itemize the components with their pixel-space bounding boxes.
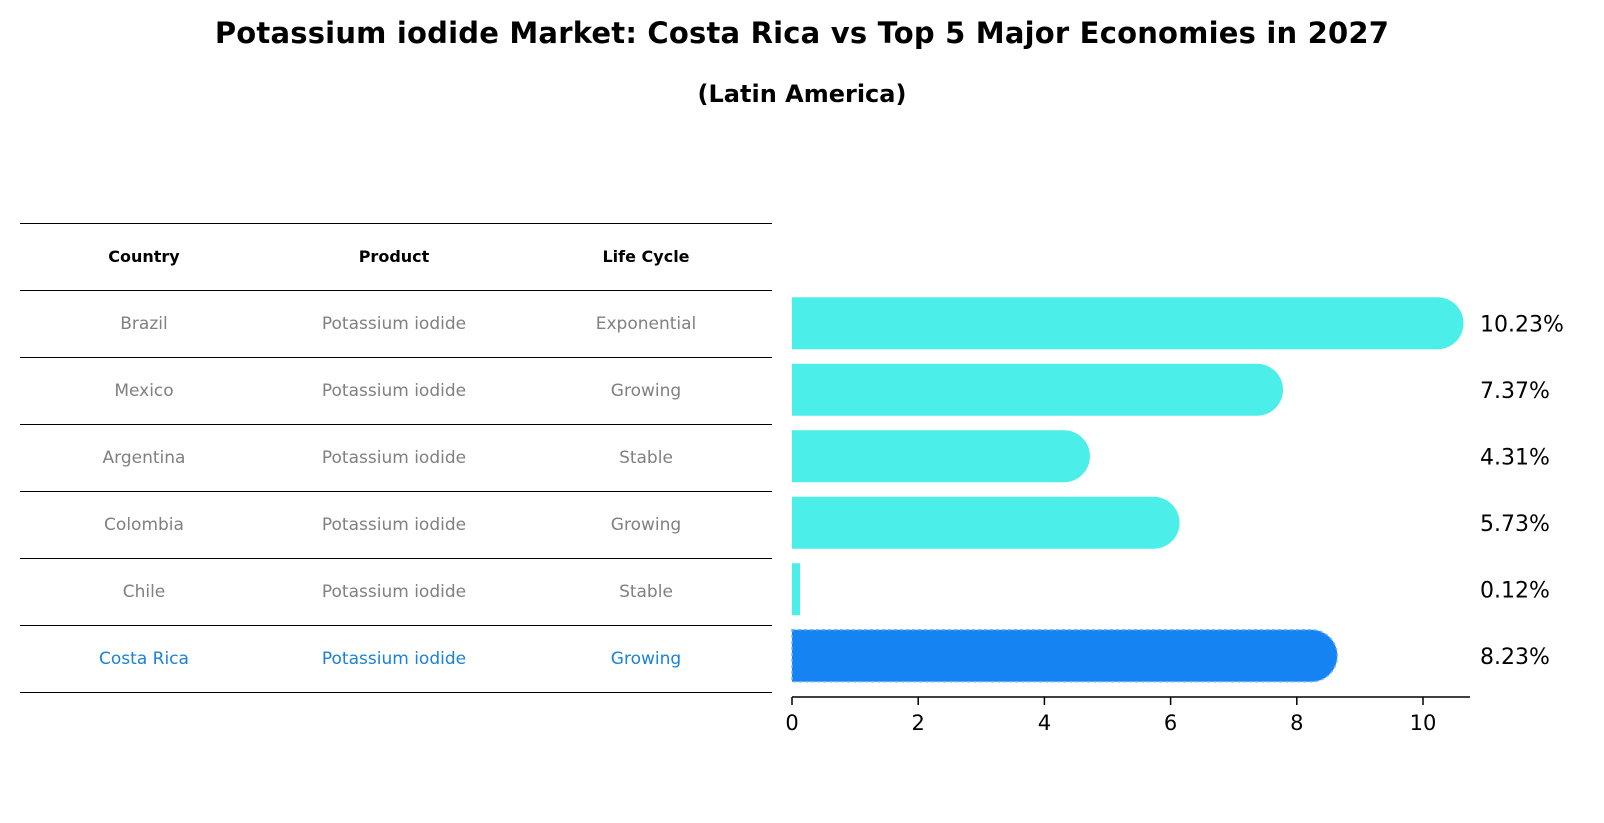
cell-country: Mexico (114, 381, 174, 401)
cell-life-cycle: Growing (610, 649, 682, 669)
cell-life-cycle: Growing (610, 515, 682, 535)
cell-product: Potassium iodide (321, 381, 467, 401)
table-header-row: Country Product Life Cycle (20, 223, 772, 291)
cell-product: Potassium iodide (321, 515, 467, 535)
value-labels-layer: 10.23% 7.37% 4.31% 5.73% 0.12% 8.23% (1480, 312, 1564, 670)
x-tick-label: 2 (912, 711, 925, 735)
x-axis: 0 2 4 6 8 10 (785, 696, 1470, 735)
data-table: Country Product Life Cycle Brazil Potass… (20, 223, 772, 693)
bar-brazil (792, 297, 1464, 350)
value-label: 0.12% (1480, 578, 1550, 603)
cell-country: Brazil (120, 314, 168, 334)
cell-life-cycle: Growing (610, 381, 682, 401)
cell-life-cycle: Stable (619, 448, 673, 468)
cell-product: Potassium iodide (321, 649, 467, 669)
header-country: Country (108, 247, 180, 266)
cell-product: Potassium iodide (321, 314, 467, 334)
value-label: 4.31% (1480, 445, 1550, 470)
cell-country: Costa Rica (99, 649, 189, 669)
chart-title: Potassium iodide Market: Costa Rica vs T… (214, 16, 1390, 50)
header-life-cycle: Life Cycle (602, 247, 690, 266)
cell-life-cycle: Stable (619, 582, 673, 602)
value-label: 8.23% (1480, 645, 1550, 670)
x-tick-label: 6 (1164, 711, 1177, 735)
table-row: Colombia Potassium iodide Growing (20, 492, 772, 559)
value-label: 5.73% (1480, 512, 1550, 537)
x-tick-label: 4 (1038, 711, 1051, 735)
bars-layer (791, 297, 1464, 683)
table-row: Chile Potassium iodide Stable (20, 559, 772, 626)
cell-product: Potassium iodide (321, 582, 467, 602)
bar-argentina (792, 430, 1090, 483)
x-tick-label: 10 (1410, 711, 1437, 735)
table-row: Brazil Potassium iodide Exponential (20, 291, 772, 358)
chart-subtitle: (Latin America) (697, 80, 907, 108)
cell-country: Colombia (104, 515, 184, 535)
cell-product: Potassium iodide (321, 448, 467, 468)
bar-chile (792, 563, 800, 616)
table-row: Argentina Potassium iodide Stable (20, 425, 772, 492)
bar-costa-rica (791, 629, 1339, 683)
value-label: 10.23% (1480, 312, 1564, 337)
x-tick-label: 0 (785, 711, 798, 735)
cell-country: Chile (122, 582, 166, 602)
header-product: Product (358, 247, 430, 266)
bar-mexico (792, 363, 1284, 416)
cell-life-cycle: Exponential (595, 314, 697, 334)
x-tick-label: 8 (1290, 711, 1303, 735)
value-label: 7.37% (1480, 379, 1550, 404)
cell-country: Argentina (102, 448, 186, 468)
table-row: Mexico Potassium iodide Growing (20, 358, 772, 425)
table-row-highlight: Costa Rica Potassium iodide Growing (20, 626, 772, 693)
bar-colombia (792, 496, 1180, 549)
